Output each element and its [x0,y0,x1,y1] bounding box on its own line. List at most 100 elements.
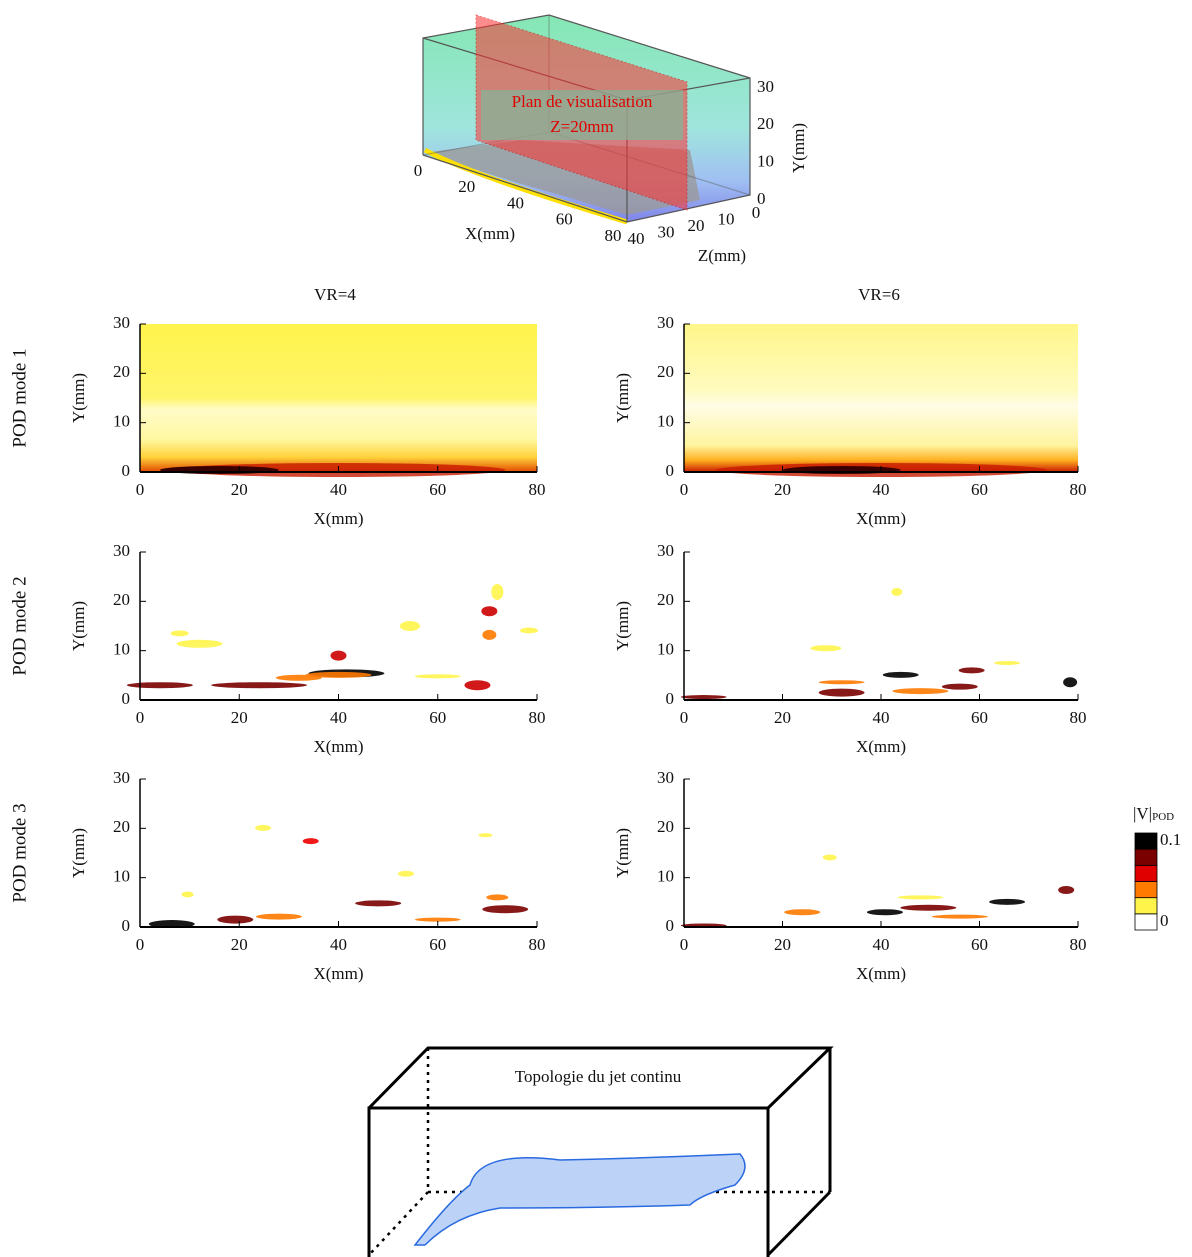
contour-blob [897,895,944,900]
y-tick-label: 20 [113,817,130,836]
contour-blob [305,671,372,678]
contour-blob [302,838,319,845]
row-title: POD mode 3 [9,803,30,902]
contour [423,147,628,225]
colorbar-level [1134,897,1158,915]
z-label: Z(mm) [698,246,746,265]
contour-blob [994,661,1021,665]
y-tick-label: 30 [657,541,674,560]
y-tick-label: 10 [657,412,674,431]
contour-blob [478,833,493,838]
contour-blob [486,894,509,901]
contour-blob [414,917,461,922]
x-tick-label: 60 [971,935,988,954]
y-label: Y(mm) [789,123,808,173]
contour-blob [176,639,223,648]
x-tick-label: 20 [774,480,791,499]
contour-blob [330,650,347,661]
colorbar-level [1134,848,1158,866]
colorbar-level [1134,832,1158,850]
x-tick-label: 20 [231,935,248,954]
colorbar-title: |V|POD [1133,804,1174,823]
x-tick-label: 80 [1070,935,1087,954]
z-tick-label: 20 [688,216,705,235]
y-tick-label: 30 [757,77,774,96]
x-axis-label: X(mm) [856,509,906,528]
x-tick-label: 40 [330,708,347,727]
contour-blob [464,680,491,691]
contour-blob [1063,677,1078,688]
x-tick-label: 0 [680,935,689,954]
y-tick-label: 10 [113,640,130,659]
y-axis-label: Y(mm) [613,373,632,423]
contour-blob [520,627,539,634]
contour-blob [275,674,322,681]
contour-blob [399,621,420,631]
column-title: VR=4 [314,285,356,304]
contour-blob [958,667,985,674]
y-tick-label: 0 [122,916,131,935]
contour-blob [255,824,272,831]
contour-panel [140,324,537,477]
colorbar-tick-label: 0.1 [1160,830,1181,849]
x-axis-label: X(mm) [313,964,363,983]
y-tick-label: 30 [113,313,130,332]
y-tick-label: 10 [657,640,674,659]
contour-blob [414,674,461,679]
row-title: POD mode 1 [9,348,30,447]
colorbar-level [1134,864,1158,882]
contour-blob [784,909,821,916]
contour-blob [211,682,308,689]
x-tick-label: 0 [680,708,689,727]
x-tick-label: 40 [507,193,524,212]
contour-blob [397,870,414,877]
contour-field [684,324,1078,472]
x-tick-label: 20 [774,708,791,727]
y-axis-label: Y(mm) [69,373,88,423]
y-tick-label: 0 [666,461,675,480]
x-tick-label: 40 [873,708,890,727]
contour-blob [482,629,497,640]
y-axis-label: Y(mm) [69,601,88,651]
contour-blob [1058,886,1075,894]
x-tick-label: 20 [774,935,791,954]
y-tick-label: 20 [657,590,674,609]
contour-blob [931,914,988,919]
y-tick-label: 10 [757,152,774,171]
y-tick-label: 0 [757,189,766,208]
plane-label: Plan de visualisation [512,92,653,111]
x-tick-label: 40 [873,935,890,954]
topology-title: Topologie du jet continu [515,1067,682,1086]
colorbar-level [1134,913,1158,931]
x-tick-label: 40 [330,480,347,499]
z-tick-label: 0 [752,203,761,222]
contour-blob [255,913,302,920]
x-axis-label: X(mm) [856,737,906,756]
z-tick-label: 30 [658,222,675,241]
colorbar-title-main: |V| [1133,804,1152,823]
contour-blob [989,898,1026,905]
y-tick-label: 20 [113,362,130,381]
y-tick-label: 0 [666,916,675,935]
column-title: VR=6 [858,285,900,304]
x-axis-label: X(mm) [313,737,363,756]
plane-z: Z=20mm [550,117,613,136]
y-tick-label: 10 [113,412,130,431]
x-axis-label: X(mm) [313,509,363,528]
x-tick-label: 60 [971,480,988,499]
contour-blob [818,680,865,685]
contour-blob [891,587,903,596]
y-axis-label: Y(mm) [613,828,632,878]
y-tick-label: 30 [657,768,674,787]
x-tick-label: 40 [330,935,347,954]
contour-blob [126,682,193,689]
x-axis-label: X(mm) [856,964,906,983]
y-tick-label: 10 [113,867,130,886]
x-tick-label: 60 [429,480,446,499]
contour-blob [491,583,504,600]
y-tick-label: 30 [657,313,674,332]
contour-blob [355,900,402,907]
x-tick-label: 0 [680,480,689,499]
contour-blob [481,606,498,617]
x-tick-label: 80 [605,226,622,245]
